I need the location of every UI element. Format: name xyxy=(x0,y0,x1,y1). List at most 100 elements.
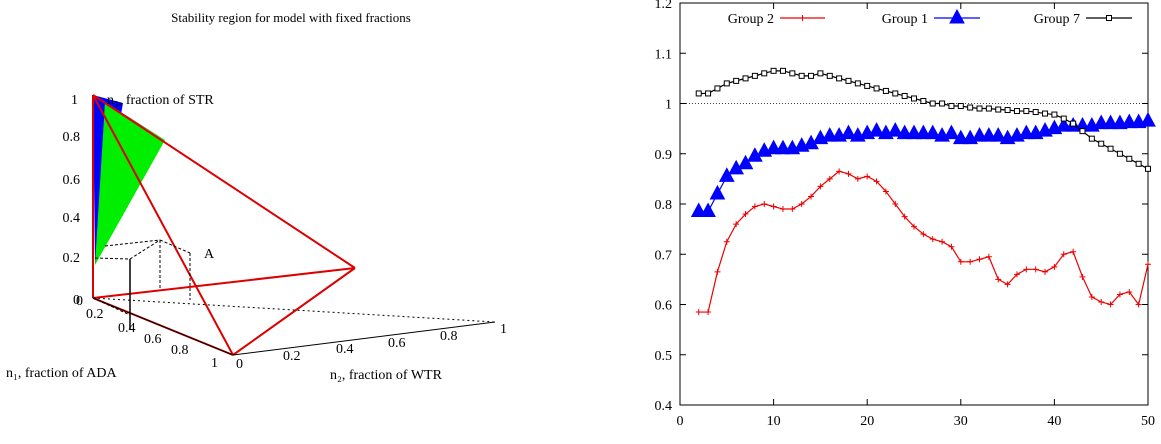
group-7-point xyxy=(770,67,777,74)
group-2-point xyxy=(733,221,740,228)
group-7-point xyxy=(1042,110,1049,117)
group-1-point xyxy=(737,154,754,170)
group-1-point xyxy=(1121,113,1138,129)
y-tick-label: 1 xyxy=(665,98,672,113)
group-7-point xyxy=(1079,128,1086,135)
group-2-point xyxy=(826,175,833,182)
group-2-point xyxy=(1107,301,1114,308)
group-7-point xyxy=(1098,140,1105,147)
group-2-point xyxy=(705,309,712,316)
group-1-point xyxy=(700,202,716,218)
group-7-point xyxy=(1116,150,1123,157)
n3-tick-label: 0.8 xyxy=(63,130,81,145)
axes-3d xyxy=(92,297,496,356)
y-tick-label: 0.4 xyxy=(655,399,673,414)
group-2-point xyxy=(967,258,974,265)
y-tick-label: 1.1 xyxy=(655,47,673,62)
group-1-point xyxy=(915,124,932,140)
group-2-point xyxy=(864,173,871,180)
n3-tick-label: 0.4 xyxy=(63,211,81,226)
y-tick-label: 0.7 xyxy=(655,248,673,263)
group-7-point xyxy=(882,87,889,94)
group-7-point xyxy=(1145,165,1151,172)
group-2-point xyxy=(920,231,927,238)
group-1-point xyxy=(1102,114,1119,130)
group-2-point xyxy=(901,213,908,220)
group-1-point xyxy=(1140,112,1156,127)
group-7-point xyxy=(779,67,786,74)
group-7-point xyxy=(995,106,1002,113)
group-1-point xyxy=(1055,117,1072,132)
group-7-point xyxy=(873,85,880,92)
n1-tick-label: 0.4 xyxy=(118,321,136,336)
group-2-point xyxy=(911,223,917,230)
group-7-point xyxy=(705,90,712,97)
group-7-point xyxy=(1051,111,1058,118)
group-2-point xyxy=(1032,266,1039,273)
back-edge xyxy=(92,297,496,323)
group-7-point xyxy=(1032,109,1039,116)
n1-tick-label: 0 xyxy=(76,294,83,309)
legend-label-group-1: Group 1 xyxy=(882,12,928,27)
group-7-point xyxy=(920,97,927,104)
group-2-point xyxy=(873,178,880,185)
group-7-point xyxy=(985,105,992,112)
group-7-point xyxy=(789,70,796,77)
group-1-point xyxy=(1018,124,1035,140)
group-line-chart: 0.4 0.5 0.6 0.7 0.8 0.9 1 1.1 1.2 0 10 20 30 40 50 Grou… xyxy=(620,0,1161,439)
group-1-point xyxy=(990,127,1007,142)
group-2-point xyxy=(1145,261,1151,268)
group-7-point xyxy=(751,72,758,79)
group-7-point xyxy=(836,75,843,82)
legend-marker-group-2 xyxy=(799,15,806,21)
group-7-point xyxy=(1013,108,1020,115)
group-1-point xyxy=(840,124,857,140)
group-7-point xyxy=(901,92,908,99)
n1-tick-label: 0.8 xyxy=(171,343,189,358)
plot-frame xyxy=(679,2,1149,406)
n3-tick-label: 0 xyxy=(73,293,80,308)
group-2-point xyxy=(892,201,899,207)
group-1-point xyxy=(1093,114,1110,130)
group-2-point xyxy=(695,309,702,316)
group-7-point xyxy=(854,80,861,87)
legend-marker-group-7 xyxy=(1106,15,1112,21)
point-a-label: A xyxy=(204,247,215,262)
n3-tick-label: 1 xyxy=(71,93,78,108)
group-7-point xyxy=(733,77,740,84)
group-2-point xyxy=(1004,281,1011,288)
group-2-point xyxy=(1023,266,1030,273)
n3-tick-label: 0.2 xyxy=(63,251,81,266)
group-2-point xyxy=(761,201,768,207)
legend-marker-group-1 xyxy=(949,8,965,24)
group-1-point xyxy=(943,124,960,140)
group-7-point xyxy=(1107,145,1114,152)
y-tick-label: 1.2 xyxy=(655,0,673,12)
group-2-point xyxy=(939,238,946,245)
group-1-point xyxy=(868,122,885,137)
group-1-point xyxy=(981,127,997,142)
group-1-point xyxy=(887,122,904,137)
group-7-point xyxy=(911,95,917,102)
plot-area: 0.4 0.5 0.6 0.7 0.8 0.9 1 1.1 1.2 0 10 20 30 40 50 Grou… xyxy=(655,0,1156,429)
group-7-point xyxy=(957,103,964,110)
group-1-point xyxy=(971,127,988,142)
group-2-point xyxy=(1013,271,1020,278)
group-7-point xyxy=(892,90,899,97)
y-tick-label: 0.8 xyxy=(655,198,673,213)
group-1-point xyxy=(821,127,838,142)
legend-label-group-2: Group 2 xyxy=(728,12,774,27)
group-2-point xyxy=(1070,248,1077,255)
y-tick-label: 0.6 xyxy=(655,299,673,314)
group-2-point xyxy=(808,193,815,200)
group-2-point xyxy=(817,183,824,190)
n1-tick-label: 1 xyxy=(211,356,218,371)
n2-tick-label: 1 xyxy=(500,322,507,337)
group-2-point xyxy=(1116,291,1123,298)
group-7-point xyxy=(817,70,824,77)
group-2-point xyxy=(929,236,936,243)
n2-tick-label: 0.8 xyxy=(440,329,458,344)
group-7-point xyxy=(864,82,871,89)
legend-label-group-7: Group 7 xyxy=(1034,12,1080,27)
group-2-point xyxy=(1126,288,1133,295)
